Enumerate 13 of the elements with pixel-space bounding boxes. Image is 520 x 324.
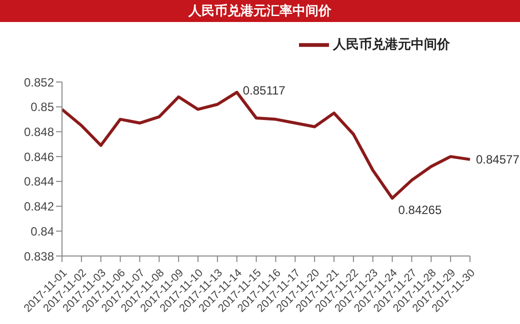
y-tick-label: 0.844 (24, 174, 54, 189)
chart-title: 人民币兑港元汇率中间价 (0, 0, 520, 22)
y-tick-label: 0.852 (24, 75, 54, 90)
y-tick-label: 0.84 (30, 224, 54, 238)
y-tick-label: 0.85 (30, 100, 54, 114)
legend-label: 人民币兑港元中间价 (333, 36, 450, 52)
data-label: 0.84265 (398, 203, 442, 218)
data-label: 0.84577 (476, 152, 520, 166)
y-tick-label: 0.846 (24, 150, 54, 164)
y-tick-label: 0.838 (24, 249, 54, 264)
data-label: 0.85117 (242, 83, 286, 98)
y-tick-label: 0.842 (24, 200, 54, 214)
y-tick-label: 0.848 (24, 124, 54, 139)
